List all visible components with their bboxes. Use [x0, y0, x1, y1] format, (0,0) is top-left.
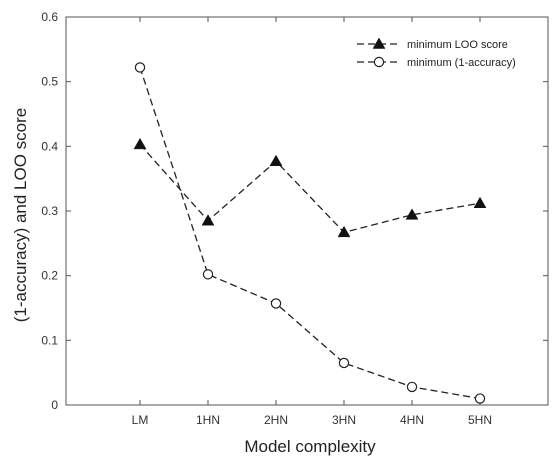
- legend-entry: minimum (1-accuracy): [357, 56, 516, 69]
- data-point: [269, 154, 283, 166]
- legend-marker: [372, 37, 386, 49]
- y-tick-label: 0.3: [41, 204, 58, 218]
- series-2: [134, 62, 486, 404]
- series-line: [139, 67, 481, 400]
- x-tick-label: 5HN: [468, 413, 492, 427]
- data-point: [202, 269, 214, 280]
- data-point: [405, 208, 419, 220]
- data-point: [134, 62, 146, 73]
- y-axis-label: (1-accuracy) and LOO score: [11, 108, 30, 322]
- y-tick-label: 0.4: [41, 139, 58, 153]
- data-point: [201, 214, 215, 226]
- legend-label: minimum LOO score: [407, 39, 508, 51]
- y-tick-label: 0: [51, 398, 58, 412]
- x-tick-label: 2HN: [264, 413, 288, 427]
- data-point: [338, 357, 350, 369]
- legend-label: minimum (1-accuracy): [407, 57, 516, 69]
- data-point: [270, 298, 282, 309]
- series-line: [139, 143, 481, 234]
- data-point: [474, 393, 486, 404]
- x-tick-label: 3HN: [332, 413, 356, 427]
- data-point: [133, 137, 147, 150]
- x-tick-label: 4HN: [400, 413, 424, 427]
- plot-frame: [65, 16, 549, 406]
- series-1: [133, 137, 487, 238]
- x-tick-label: LM: [132, 413, 149, 427]
- x-tick-label: 1HN: [196, 413, 220, 427]
- y-tick-label: 0.1: [41, 333, 58, 347]
- legend-marker: [373, 56, 385, 68]
- x-axis-label: Model complexity: [244, 437, 376, 456]
- data-point: [406, 381, 418, 393]
- y-tick-label: 0.2: [41, 269, 58, 283]
- data-point: [473, 196, 487, 208]
- legend-entry: minimum LOO score: [357, 37, 508, 51]
- data-point: [337, 225, 351, 238]
- y-tick-label: 0.6: [41, 10, 58, 24]
- y-tick-label: 0.5: [41, 75, 58, 89]
